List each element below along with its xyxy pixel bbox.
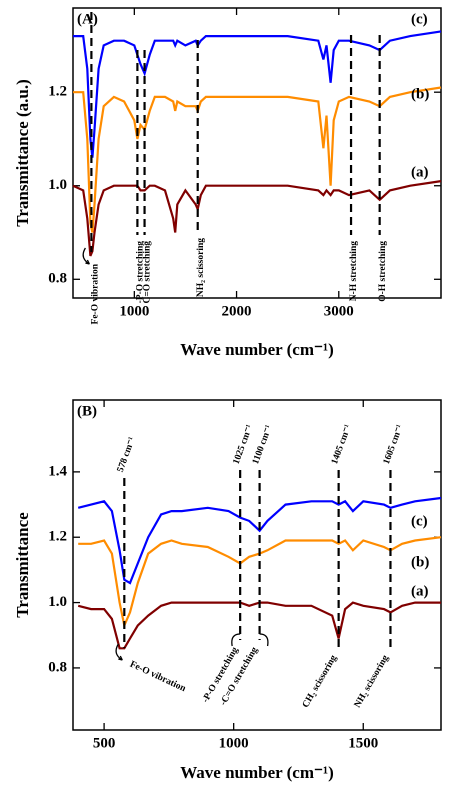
y-tick-label: 1.4 — [48, 463, 67, 479]
arrow — [115, 643, 123, 661]
x-tick-label: 2000 — [222, 303, 252, 319]
spectrum-line — [77, 601, 441, 650]
arrow — [259, 633, 269, 647]
spectrum-line — [72, 180, 442, 257]
assignment-label: CH₂ scissoring — [301, 653, 339, 709]
y-axis-label: Transmittance — [13, 512, 32, 618]
peak-label: 1605 cm⁻¹ — [382, 423, 406, 465]
x-tick-label: 1000 — [219, 735, 249, 751]
x-tick-label: 3000 — [324, 303, 354, 319]
y-tick-label: 1.0 — [48, 177, 67, 193]
assignment-label: Fe-O vibration — [128, 660, 188, 695]
x-tick-label: 1500 — [348, 735, 378, 751]
x-axis-label: Wave number (cm⁻¹) — [180, 340, 334, 359]
assignment-label: C=O stretching — [143, 241, 153, 304]
x-tick-label: 1000 — [119, 303, 149, 319]
x-axis-label: Wave number (cm⁻¹) — [180, 763, 334, 782]
y-tick-label: 1.0 — [48, 594, 67, 610]
arrow — [231, 633, 241, 647]
assignment-label: O-H stretching — [378, 241, 388, 302]
legend-label: (b) — [411, 554, 429, 570]
legend-label: (a) — [411, 583, 429, 599]
y-tick-label: 1.2 — [48, 84, 67, 100]
y-tick-label: 1.2 — [48, 529, 67, 545]
assignment-label: NH₂ scissoring — [353, 653, 391, 709]
assignment-label: NH₂ scissoring — [196, 238, 206, 297]
legend-label: (a) — [411, 164, 429, 180]
y-axis-label: Transmittance (a.u.) — [13, 79, 32, 226]
peak-label: 1405 cm⁻¹ — [330, 423, 354, 465]
assignment-label: -P-O stretching — [136, 241, 146, 304]
peak-label: 1100 cm⁻¹ — [251, 424, 274, 466]
legend-label: (c) — [411, 11, 428, 27]
panel-label: (B) — [77, 403, 97, 419]
assignment-label: Fe-O vibration — [91, 263, 101, 324]
plot-frame — [72, 7, 442, 299]
peak-label: 578 cm⁻¹ — [116, 436, 138, 474]
assignment-label: N-H stretching — [349, 241, 359, 301]
y-tick-label: 0.8 — [48, 271, 67, 287]
spectrum-line — [73, 30, 442, 158]
legend-label: (b) — [411, 86, 429, 102]
panel-label: (A) — [77, 11, 98, 27]
spectrum-line — [73, 86, 442, 233]
plot-frame — [72, 399, 442, 731]
x-tick-label: 500 — [93, 735, 116, 751]
legend-label: (c) — [411, 513, 428, 529]
arrow — [82, 247, 90, 265]
y-tick-label: 0.8 — [48, 659, 67, 675]
